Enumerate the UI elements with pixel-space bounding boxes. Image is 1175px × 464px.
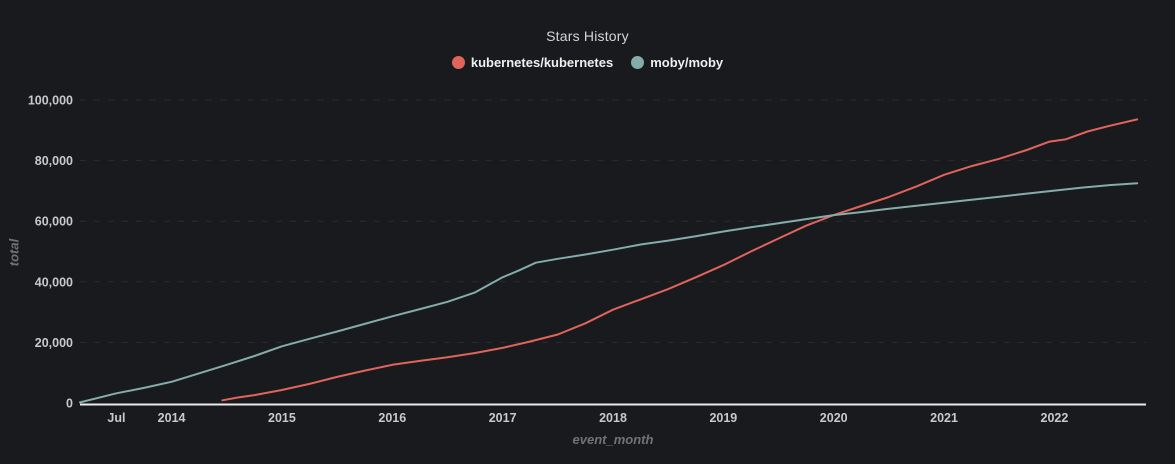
x-tick-label: 2019 [709,411,737,425]
x-tick-label: 2016 [378,411,406,425]
legend-label: moby/moby [650,55,724,70]
legend-label: kubernetes/kubernetes [470,55,614,70]
x-axis-label: event_month [572,432,654,447]
x-tick-label: 2021 [930,411,958,425]
y-tick-label: 60,000 [35,215,73,229]
legend: kubernetes/kubernetes moby/moby [0,55,1175,70]
y-tick-label: 20,000 [35,336,73,350]
y-tick-label: 40,000 [35,275,73,289]
x-tick-label: 2020 [820,411,848,425]
x-tick-label: 2017 [489,411,517,425]
y-tick-label: 80,000 [35,154,73,168]
legend-marker-icon [631,56,645,69]
series-line-kubernetes-kubernetes[interactable] [221,118,1139,402]
x-tick-label: 2014 [158,411,186,425]
series-line-moby-moby[interactable] [79,182,1139,404]
y-axis-label: total [6,238,22,267]
y-tick-label: 0 [66,397,73,411]
legend-item-kubernetes-kubernetes[interactable]: kubernetes/kubernetes [451,55,614,70]
x-tick-label: 2015 [268,411,296,425]
x-tick-label: 2022 [1041,411,1069,425]
legend-item-moby-moby[interactable]: moby/moby [631,55,723,70]
x-tick-label: 2018 [599,411,627,425]
x-tick-label: Jul [107,411,125,425]
chart-title: Stars History [546,28,629,44]
legend-marker-icon [451,56,465,69]
y-tick-label: 100,000 [28,94,73,108]
